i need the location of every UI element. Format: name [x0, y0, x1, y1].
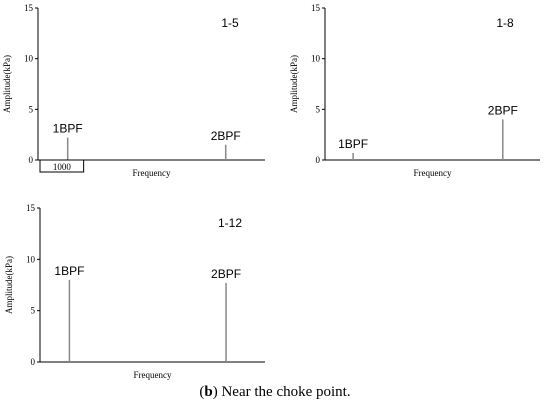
y-tick-label: 5 — [316, 104, 321, 114]
scale-bar-label: 1000 — [53, 162, 72, 172]
y-tick-label: 0 — [29, 155, 34, 165]
caption-text: ) Near the choke point. — [212, 384, 351, 400]
scale-bar — [39, 159, 85, 173]
y-tick-label: 5 — [31, 306, 36, 316]
y-axis-label: Amplitude(kPa) — [2, 55, 12, 113]
y-tick-label: 15 — [24, 3, 34, 13]
y-tick-label: 0 — [31, 357, 36, 367]
spike-label: 1BPF — [53, 122, 83, 136]
panel-label: 1-12 — [218, 216, 242, 230]
caption: (b) Near the choke point. — [0, 384, 550, 401]
caption-letter: b — [204, 384, 213, 400]
x-axis-label: Frequency — [134, 370, 172, 380]
x-axis-label: Frequency — [133, 168, 171, 178]
spike-label: 1BPF — [338, 137, 368, 151]
y-tick-label: 0 — [316, 155, 321, 165]
charts: 0 5 10 15 Amplitude(kPa) Frequency 1-5 1BPF 2BPF… — [2, 3, 540, 380]
panel-label: 1-8 — [496, 16, 514, 30]
y-tick-label: 10 — [24, 54, 34, 64]
y-tick-label: 10 — [311, 54, 321, 64]
spike-label: 2BPF — [211, 267, 241, 281]
spike-label: 2BPF — [488, 103, 518, 117]
panel-label: 1-5 — [221, 16, 239, 30]
caption-open: ( — [199, 384, 205, 400]
y-tick-label: 15 — [311, 3, 321, 13]
x-axis-label: Frequency — [414, 168, 452, 178]
spike-label: 2BPF — [211, 129, 241, 143]
y-tick-label: 10 — [26, 254, 36, 264]
y-tick-label: 15 — [26, 203, 36, 213]
y-axis-label: Amplitude(kPa) — [289, 55, 299, 113]
y-tick-label: 5 — [29, 104, 34, 114]
spike-label: 1BPF — [54, 264, 84, 278]
y-axis-label: Amplitude(kPa) — [4, 256, 14, 314]
